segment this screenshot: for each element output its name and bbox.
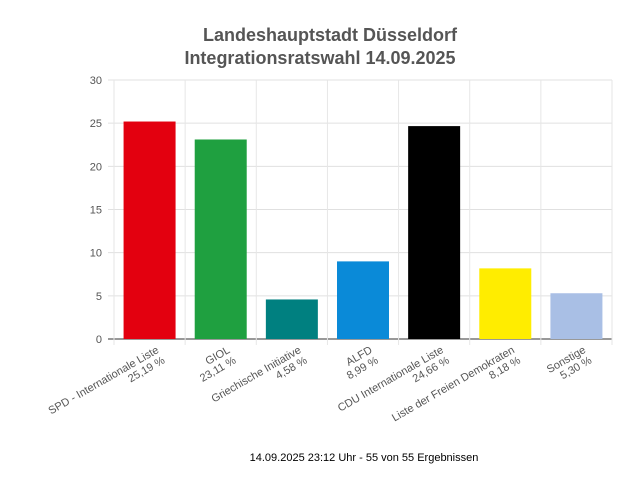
bar — [550, 293, 603, 339]
y-tick-label: 5 — [96, 291, 102, 303]
y-tick-label: 10 — [90, 248, 102, 260]
category-name: SPD - Internationale Liste — [47, 344, 162, 417]
y-tick-label: 0 — [96, 334, 102, 346]
bar — [479, 268, 532, 339]
chart-title-line-2: Integrationsratswahl 14.09.2025 — [184, 48, 455, 68]
y-tick-label: 30 — [90, 75, 102, 87]
y-tick-label: 20 — [90, 161, 102, 173]
bar — [194, 139, 247, 339]
bar — [123, 121, 176, 339]
category-name: Liste der Freien Demokraten — [390, 344, 517, 424]
chart-title-line-1: Landeshauptstadt Düsseldorf — [203, 25, 458, 45]
bar — [337, 261, 389, 339]
bar — [408, 126, 461, 340]
y-tick-label: 25 — [90, 118, 102, 130]
bar — [265, 299, 318, 339]
y-tick-label: 15 — [90, 205, 102, 217]
chart-footer: 14.09.2025 23:12 Uhr - 55 von 55 Ergebni… — [250, 452, 479, 464]
